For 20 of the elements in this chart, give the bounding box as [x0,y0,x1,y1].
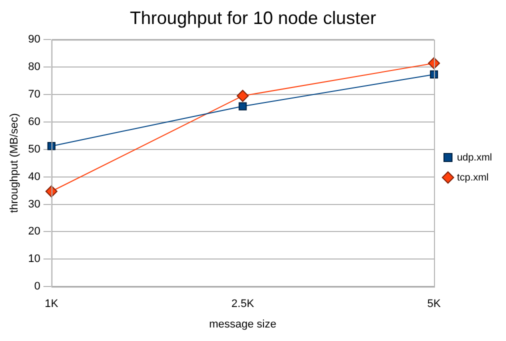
legend-label: tcp.xml [456,172,489,184]
x-tick-label: 5K [427,298,442,310]
y-tick-label: 70 [28,88,40,101]
legend-label: udp.xml [456,152,492,164]
x-tick-label: 2.5K [231,298,255,310]
y-tick-label: 40 [28,170,40,183]
y-tick-label: 20 [28,226,40,238]
y-tick-label: 30 [28,198,40,210]
y-tick-label: 0 [34,280,40,293]
y-tick-label: 10 [28,253,40,266]
chart-title: Throughput for 10 node cluster [130,8,376,28]
y-tick-label: 60 [28,116,40,128]
y-tick-label: 90 [28,34,40,46]
y-tick-label: 80 [28,61,40,74]
y-axis-title: throughput (MB/sec) [8,113,21,213]
y-tick-label: 50 [28,143,40,156]
x-tick-label: 1K [44,298,59,310]
x-axis-title: message size [209,318,276,330]
point [236,90,249,102]
point [238,102,247,110]
